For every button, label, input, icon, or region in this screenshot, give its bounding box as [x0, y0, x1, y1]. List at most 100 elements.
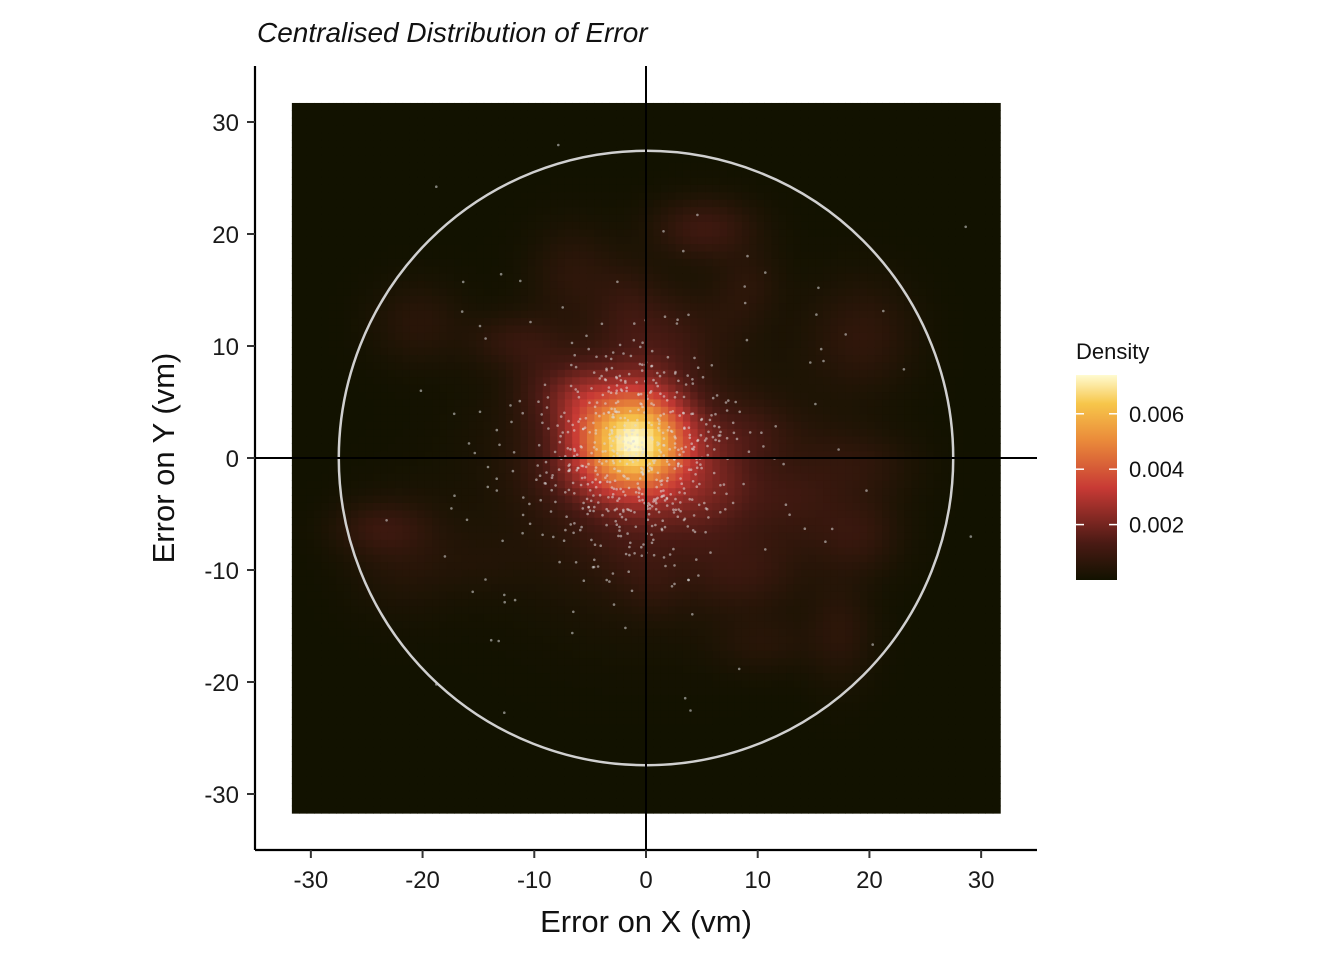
heatmap-cell	[343, 798, 352, 807]
heatmap-cell	[365, 494, 374, 503]
heatmap-cell	[513, 531, 522, 540]
heatmap-cell	[638, 398, 647, 407]
heatmap-cell	[365, 147, 374, 156]
heatmap-cell	[609, 502, 618, 511]
heatmap-cell	[476, 746, 485, 755]
heatmap-cell	[373, 384, 381, 393]
heatmap-cell	[343, 250, 352, 259]
heatmap-cell	[483, 568, 492, 577]
heatmap-cell	[623, 487, 632, 496]
heatmap-cell	[623, 524, 632, 533]
heatmap-cell	[631, 768, 640, 777]
heatmap-cell	[498, 576, 507, 585]
heatmap-cell	[527, 642, 536, 651]
heatmap-cell	[586, 487, 595, 496]
heatmap-cell	[668, 258, 677, 267]
heatmap-cell	[520, 576, 529, 585]
heatmap-cell	[328, 761, 337, 770]
heatmap-cell	[594, 702, 603, 711]
heatmap-cell	[424, 561, 433, 570]
heatmap-cell	[343, 295, 352, 304]
heatmap-cell	[476, 531, 485, 540]
heatmap-cell	[350, 302, 359, 311]
heatmap-cell	[616, 709, 625, 718]
heatmap-cell	[609, 716, 618, 725]
heatmap-cell	[623, 746, 632, 755]
heatmap-cell	[395, 243, 404, 252]
heatmap-cell	[336, 539, 345, 548]
heatmap-cell	[424, 790, 433, 799]
heatmap-cell	[439, 117, 448, 126]
heatmap-cell	[461, 413, 470, 422]
heatmap-cell	[579, 102, 588, 111]
heatmap-cell	[527, 132, 536, 141]
heatmap-cell	[343, 783, 352, 792]
heatmap-cell	[402, 206, 411, 215]
heatmap-cell	[409, 702, 418, 711]
heatmap-cell	[609, 102, 618, 111]
heatmap-cell	[631, 702, 640, 711]
heatmap-cell	[291, 502, 300, 511]
heatmap-cell	[564, 250, 573, 259]
heatmap-cell	[668, 265, 677, 274]
heatmap-cell	[358, 147, 367, 156]
heatmap-cell	[461, 125, 470, 134]
heatmap-cell	[668, 487, 677, 496]
heatmap-cell	[439, 413, 448, 422]
heatmap-cell	[336, 716, 345, 725]
heatmap-cell	[409, 502, 418, 511]
heatmap-cell	[594, 694, 603, 703]
heatmap-cell	[646, 642, 654, 651]
heatmap-cell	[380, 576, 389, 585]
heatmap-cell	[631, 191, 640, 200]
heatmap-cell	[306, 339, 315, 348]
heatmap-cell	[446, 642, 455, 651]
heatmap-cell	[291, 650, 300, 659]
heatmap-cell	[350, 339, 359, 348]
heatmap-cell	[505, 517, 514, 526]
heatmap-cell	[454, 125, 463, 134]
heatmap-cell	[461, 635, 470, 644]
heatmap-cell	[336, 517, 345, 526]
heatmap-cell	[535, 517, 544, 526]
heatmap-cell	[579, 798, 588, 807]
heatmap-cell	[380, 583, 389, 592]
heatmap-cell	[424, 339, 433, 348]
heatmap-cell	[594, 169, 603, 178]
heatmap-cell	[572, 132, 581, 141]
heatmap-cell	[631, 228, 640, 237]
heatmap-cell	[432, 494, 441, 503]
heatmap-cell	[432, 361, 441, 370]
heatmap-cell	[572, 369, 581, 378]
heatmap-cell	[328, 162, 337, 171]
heatmap-cell	[409, 280, 418, 289]
heatmap-cell	[314, 162, 322, 171]
heatmap-cell	[542, 650, 551, 659]
heatmap-cell	[468, 221, 477, 230]
heatmap-cell	[660, 250, 669, 259]
heatmap-cell	[527, 243, 536, 252]
heatmap-cell	[424, 221, 433, 230]
heatmap-cell	[380, 739, 389, 748]
heatmap-cell	[542, 702, 551, 711]
heatmap-cell	[609, 776, 618, 785]
heatmap-cell	[409, 102, 418, 111]
heatmap-cell	[505, 384, 514, 393]
heatmap-cell	[328, 583, 337, 592]
heatmap-cell	[586, 783, 595, 792]
heatmap-cell	[668, 332, 677, 341]
heatmap-cell	[660, 642, 669, 651]
heatmap-cell	[321, 428, 330, 437]
heatmap-cell	[380, 428, 389, 437]
heatmap-cell	[572, 739, 581, 748]
heatmap-cell	[572, 191, 581, 200]
heatmap-cell	[668, 273, 677, 282]
heatmap-cell	[328, 435, 337, 444]
heatmap-cell	[439, 265, 448, 274]
heatmap-cell	[328, 753, 337, 762]
heatmap-cell	[409, 657, 418, 666]
heatmap-cell	[616, 494, 625, 503]
heatmap-cell	[358, 110, 367, 119]
heatmap-cell	[498, 487, 507, 496]
heatmap-cell	[454, 250, 463, 259]
